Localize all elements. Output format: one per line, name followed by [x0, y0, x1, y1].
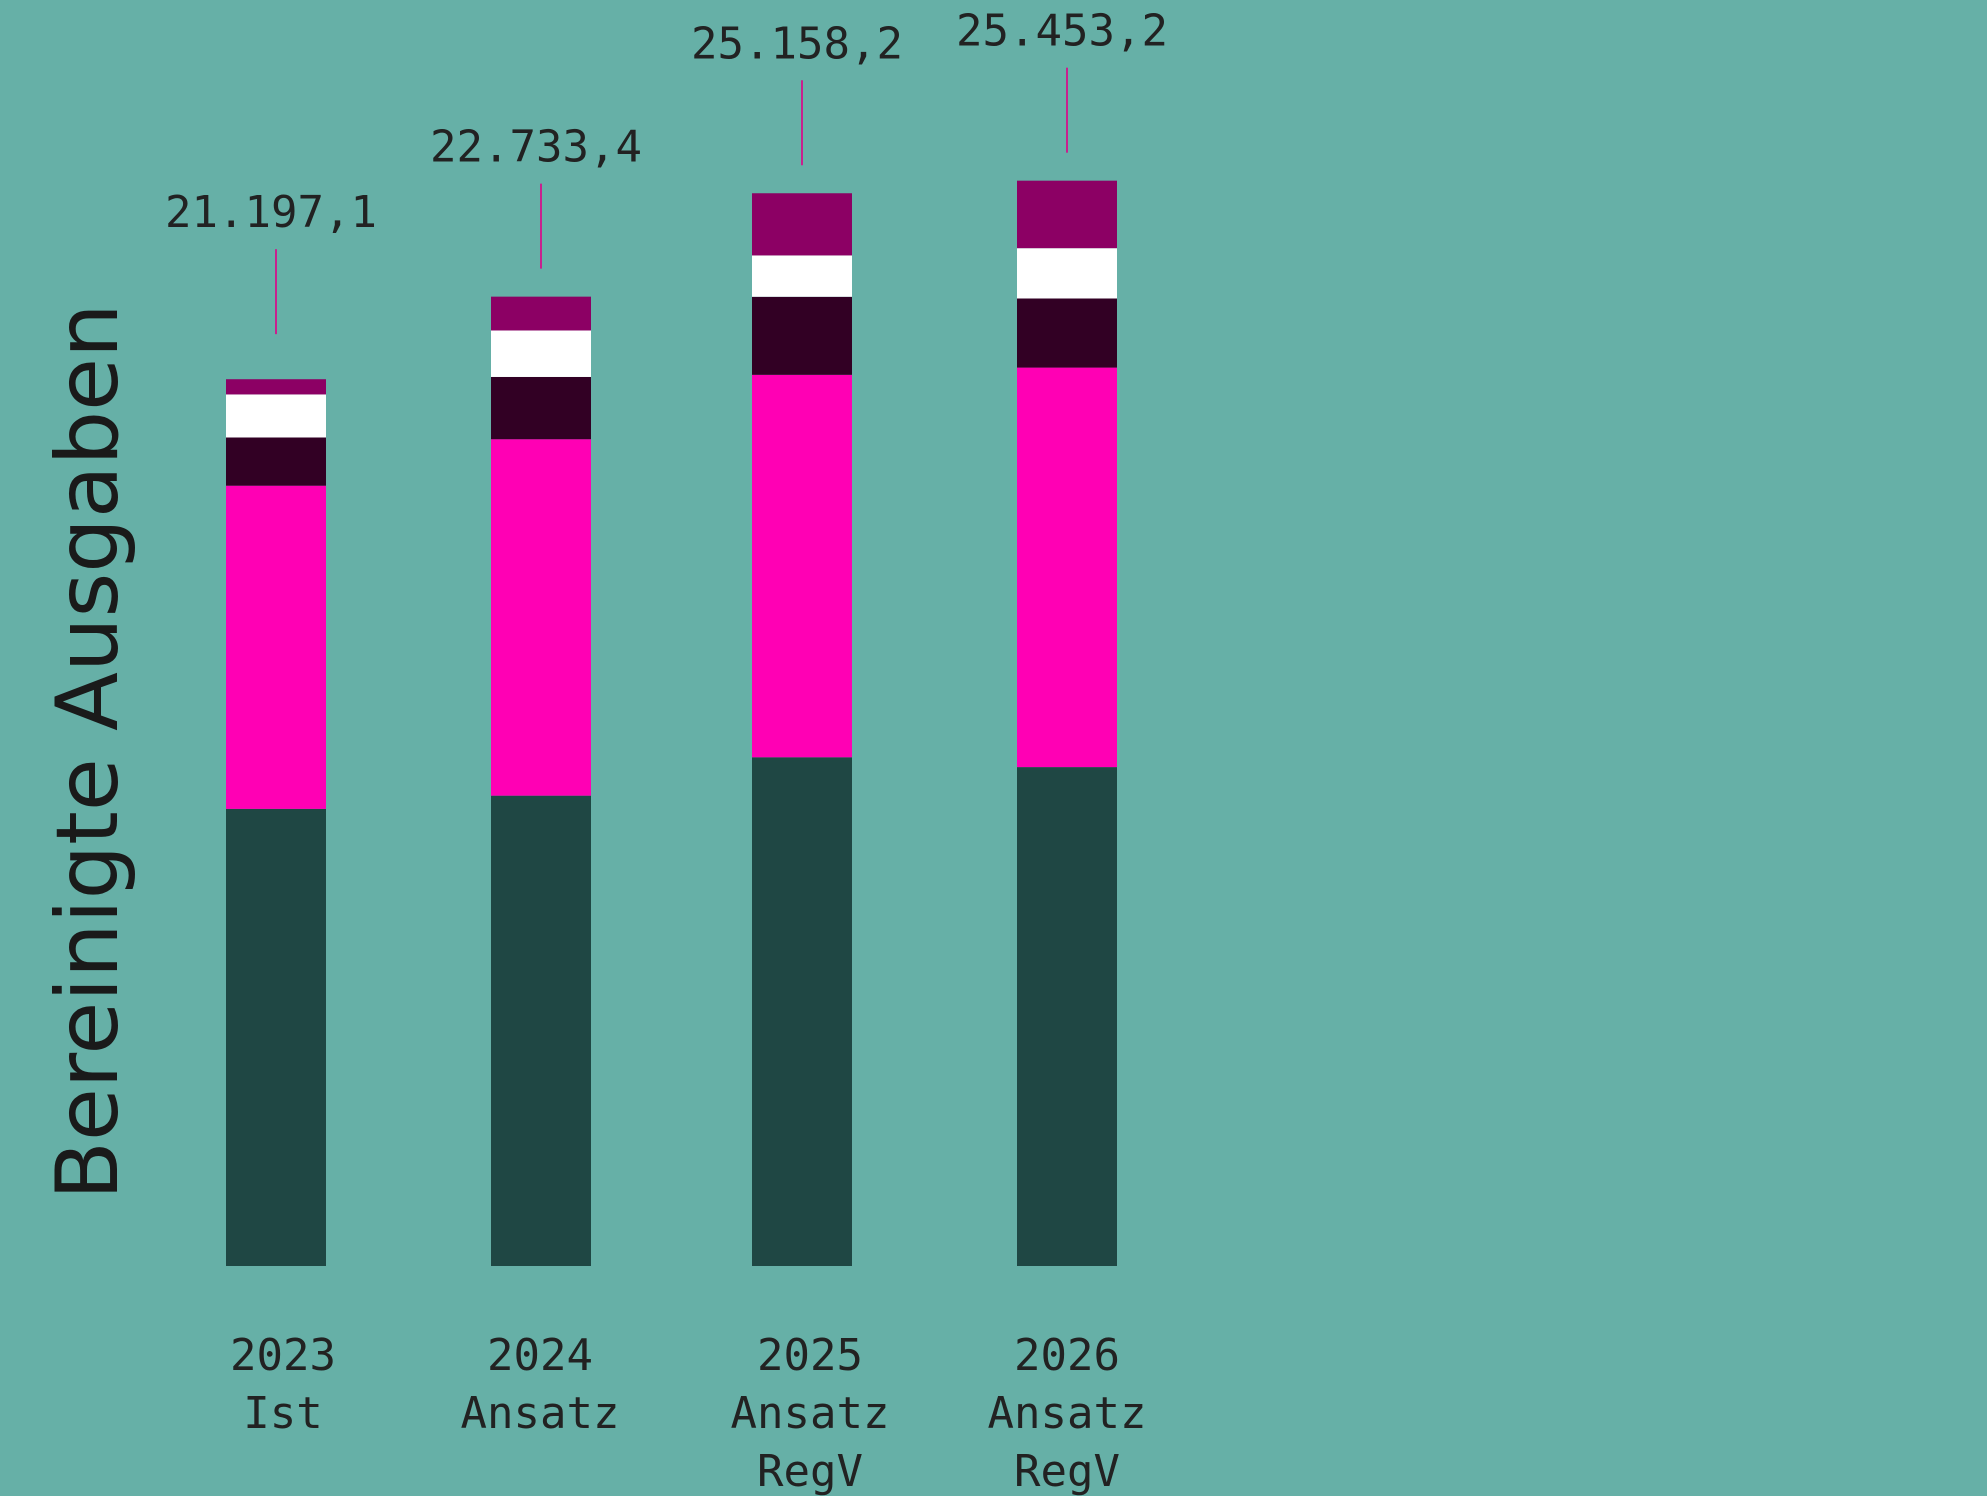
bar-segment-4-2 — [1017, 368, 1117, 768]
bar-segment-4-3 — [1017, 298, 1117, 367]
x-tick-label: 2024 — [487, 1330, 593, 1381]
x-tick-label: Ist — [243, 1388, 322, 1439]
y-axis-label: Bereinigte Ausgaben — [38, 303, 138, 1200]
bar-segment-1-1 — [226, 809, 326, 1266]
total-label: 22.733,4 — [430, 122, 642, 173]
x-tick-label: 2023 — [230, 1330, 336, 1381]
total-label: 21.197,1 — [165, 187, 377, 238]
total-label: 25.453,2 — [956, 6, 1168, 57]
bar-segment-3-3 — [752, 297, 852, 375]
bar-segment-2-5 — [491, 297, 591, 331]
bar-segment-1-3 — [226, 438, 326, 486]
x-tick-label: Ansatz — [988, 1388, 1147, 1439]
bar-segment-2-2 — [491, 439, 591, 795]
bar-segment-2-4 — [491, 330, 591, 376]
x-tick-label: Ansatz — [461, 1388, 620, 1439]
x-tick-label: 2025 — [757, 1330, 863, 1381]
x-tick-label: 2026 — [1014, 1330, 1120, 1381]
bars-layer — [226, 181, 1117, 1266]
bar-segment-4-4 — [1017, 248, 1117, 298]
bar-segment-3-1 — [752, 757, 852, 1266]
bar-segment-1-2 — [226, 486, 326, 809]
x-tick-label: RegV — [1014, 1446, 1120, 1496]
bar-segment-4-1 — [1017, 767, 1117, 1266]
bar-segment-2-3 — [491, 377, 591, 439]
bar-segment-3-5 — [752, 193, 852, 255]
x-tick-label: Ansatz — [731, 1388, 890, 1439]
bar-segment-2-1 — [491, 796, 591, 1266]
bar-segment-1-4 — [226, 394, 326, 437]
bar-segment-4-5 — [1017, 181, 1117, 249]
total-label: 25.158,2 — [691, 18, 903, 69]
x-tick-label: RegV — [757, 1446, 863, 1496]
bar-segment-3-2 — [752, 375, 852, 757]
bar-segment-3-4 — [752, 255, 852, 296]
bar-segment-1-5 — [226, 379, 326, 394]
